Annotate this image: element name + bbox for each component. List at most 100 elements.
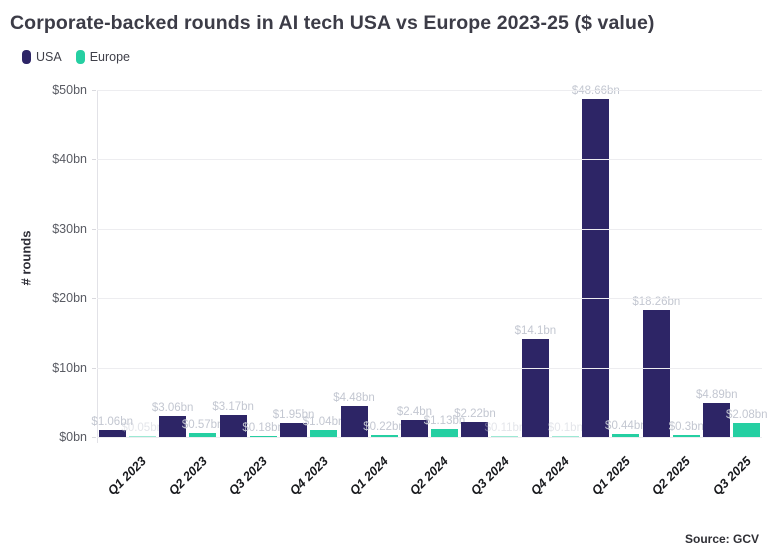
bar-value-label: $3.06bn	[151, 401, 194, 414]
x-tick-label: Q2 2025	[649, 454, 694, 498]
bar-value-label: $4.48bn	[333, 391, 375, 404]
x-axis-cell: Q4 2024	[520, 443, 580, 511]
bar-usa-q3-2025: $4.89bn	[696, 389, 738, 437]
gridline	[97, 90, 762, 91]
x-axis-cell: Q1 2025	[581, 443, 641, 511]
y-tick-mark	[92, 437, 96, 438]
legend-label: Europe	[89, 50, 131, 64]
bar-group-q1-2025: $48.66bn $0.44bn	[572, 85, 647, 437]
bar-value-label: $48.66bn	[571, 85, 620, 98]
bar-europe-q3-2024: $0.11bn	[485, 422, 525, 437]
bar-usa-q4-2023: $1.95bn	[273, 409, 314, 437]
bar-group-q3-2023: $3.17bn $0.18bn	[212, 90, 284, 437]
bar-groups: $1.06bn $0.05bn $3.06bn $0.57bn $3.17bn $0.18…	[91, 85, 768, 437]
chart-title: Corporate-backed rounds in AI tech USA v…	[10, 12, 655, 34]
y-tick-label: $30bn	[52, 221, 87, 236]
legend-item-usa: USA	[22, 50, 62, 64]
bar-value-label: $0.22bn	[363, 421, 405, 434]
x-axis-cell: Q2 2024	[399, 443, 459, 511]
bar-value-label: $0.3bn	[668, 420, 704, 433]
bar-europe-q2-2025: $0.3bn	[669, 421, 704, 437]
gridline	[97, 298, 762, 300]
bar-usa-q3-2023: $3.17bn	[212, 401, 254, 437]
x-axis-cell: Q3 2025	[702, 443, 762, 511]
y-axis-title: # rounds	[18, 230, 34, 286]
bar-value-label: $2.22bn	[454, 407, 496, 420]
bar-usa-q2-2025: $18.26bn	[632, 296, 680, 437]
x-axis-cell: Q2 2025	[641, 443, 701, 511]
bar-usa-q1-2023: $1.06bn	[91, 416, 133, 437]
y-tick-label: $40bn	[52, 152, 87, 167]
x-tick-label: Q4 2023	[286, 454, 331, 498]
bar-usa-q4-2024: $14.1bn	[515, 325, 556, 437]
bar-value-label: $2.08bn	[725, 408, 768, 421]
bar-europe-q1-2023: $0.05bn	[121, 422, 163, 437]
source-note: Source: GCV	[684, 532, 759, 546]
x-tick-label: Q3 2023	[226, 454, 271, 498]
y-axis-line	[97, 90, 98, 443]
x-tick-label: Q4 2024	[528, 454, 573, 498]
x-tick-label: Q3 2025	[709, 454, 754, 498]
y-tick-label: $50bn	[52, 83, 87, 97]
bar-usa-q2-2024: $2.4bn	[397, 406, 432, 437]
bar-group-q4-2023: $1.95bn $1.04bn	[273, 90, 344, 437]
bar-europe-q4-2024: $0.1bn	[548, 422, 583, 437]
legend-label: USA	[36, 50, 62, 64]
bar-europe-q3-2023: $0.18bn	[242, 422, 284, 437]
plot-area: $1.06bn $0.05bn $3.06bn $0.57bn $3.17bn $0.18…	[91, 85, 768, 438]
bar-europe-q1-2025: $0.44bn	[605, 420, 647, 437]
bar-value-label: $0.05bn	[121, 422, 164, 434]
bar-value-label: $1.13bn	[423, 415, 466, 428]
bar-value-label: $0.11bn	[484, 422, 526, 434]
x-axis-cell: Q1 2023	[97, 443, 157, 511]
bar-value-label: $0.1bn	[547, 422, 583, 434]
bar-group-q2-2024: $2.4bn $1.13bn	[397, 90, 465, 437]
legend-swatch-europe	[75, 50, 85, 64]
x-axis-cell: Q3 2024	[460, 443, 520, 511]
gridline	[97, 159, 762, 161]
bar-group-q2-2025: $18.26bn $0.3bn	[632, 90, 704, 437]
bar-value-label: $3.17bn	[212, 401, 254, 414]
bar-europe-q4-2023: $1.04bn	[303, 416, 344, 437]
bar-europe-q2-2024: $1.13bn	[424, 415, 465, 437]
y-tick-mark	[92, 298, 96, 300]
bar-value-label: $0.44bn	[605, 419, 647, 432]
bar-group-q1-2024: $4.48bn $0.22bn	[333, 90, 405, 437]
bar-group-q3-2025: $4.89bn $2.08bn	[696, 90, 768, 437]
y-tick-mark	[92, 367, 96, 369]
legend-item-europe: Europe	[75, 50, 131, 64]
bar-usa-q1-2024: $4.48bn	[333, 392, 375, 437]
bar-value-label: $1.04bn	[302, 415, 345, 428]
bar-group-q1-2023: $1.06bn $0.05bn	[91, 90, 163, 437]
bar-usa-q2-2023: $3.06bn	[152, 402, 193, 437]
bar-value-label: $0.18bn	[242, 421, 284, 434]
bar-usa-q3-2024: $2.22bn	[454, 408, 496, 437]
bar-value-label: $2.4bn	[396, 406, 433, 419]
y-tick-mark	[92, 159, 96, 161]
bar-group-q4-2024: $14.1bn $0.1bn	[515, 90, 583, 437]
bar-europe-q2-2023: $0.57bn	[182, 419, 223, 437]
x-axis-cell: Q1 2024	[339, 443, 399, 511]
bar-value-label: $18.26bn	[632, 296, 681, 309]
y-tick-label: $10bn	[52, 360, 87, 375]
legend-swatch-usa	[22, 50, 31, 64]
bar-europe-q3-2025: $2.08bn	[726, 409, 768, 437]
y-tick-mark	[92, 228, 96, 230]
x-tick-label: Q1 2023	[105, 454, 150, 498]
x-axis-cell: Q2 2023	[157, 443, 217, 511]
bar-value-label: $0.57bn	[181, 419, 224, 432]
bar-value-label: $1.95bn	[272, 409, 315, 422]
gridline	[97, 367, 762, 369]
bar-value-label: $1.06bn	[91, 415, 134, 428]
bar-europe-q1-2024: $0.22bn	[363, 421, 405, 437]
x-axis-cell: Q4 2023	[278, 443, 338, 511]
x-axis-cell: Q3 2023	[218, 443, 278, 511]
bar-group-q2-2023: $3.06bn $0.57bn	[152, 90, 223, 437]
x-tick-label: Q1 2024	[347, 454, 391, 498]
x-tick-label: Q1 2025	[588, 454, 633, 498]
bar-value-label: $4.89bn	[695, 389, 738, 402]
x-axis: Q1 2023 Q2 2023 Q3 2023 Q4 2023 Q1 2024 Q2 20…	[97, 443, 762, 511]
y-tick-label: $20bn	[52, 291, 87, 306]
y-tick-label: $0bn	[59, 430, 87, 444]
